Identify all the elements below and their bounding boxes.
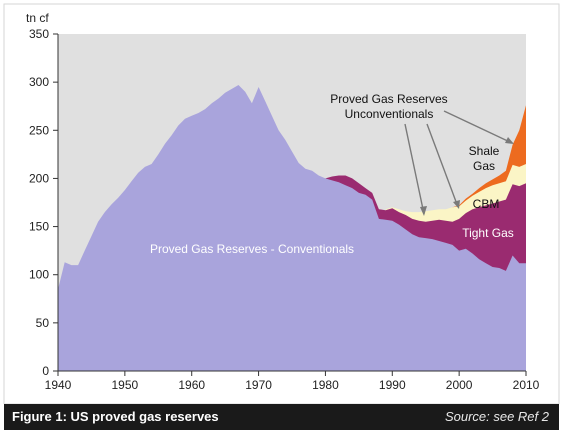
arrowhead-cbm	[453, 200, 460, 209]
y-tick-label: 250	[29, 123, 49, 137]
y-tick-label: 150	[29, 220, 49, 234]
x-tick-label: 2000	[446, 378, 473, 392]
arrowhead-tight-gas	[420, 206, 427, 216]
y-tick-label: 300	[29, 75, 49, 89]
arrow-to-shale-gas	[443, 110, 513, 144]
ticks-group: 0 50 100 150 200 250 300 350 1940 1950 1960 1970 198…	[29, 27, 540, 392]
x-tick-label: 1940	[45, 378, 72, 392]
x-tick-label: 2010	[513, 378, 540, 392]
arrow-to-cbm	[426, 123, 459, 208]
chart: 0 50 100 150 200 250 300 350 1940 1950 1960 1970 198…	[3, 3, 560, 404]
x-tick-label: 1980	[312, 378, 339, 392]
arrow-to-tight-gas	[404, 123, 425, 215]
area-series-group	[58, 85, 526, 372]
arrowhead-shale-gas	[505, 137, 514, 144]
x-tick-label: 1960	[178, 378, 205, 392]
y-axis-label: tn cf	[26, 11, 49, 25]
chart-border	[3, 3, 560, 404]
figure-caption-source: Source: see Ref 2	[444, 409, 549, 424]
x-tick-label: 1950	[112, 378, 139, 392]
x-tick-label: 1990	[379, 378, 406, 392]
y-tick-label: 350	[29, 27, 49, 41]
area-series-proved-gas-reserves-conventionals	[58, 85, 526, 371]
annotation-unconventionals-line1: Proved Gas Reserves	[330, 92, 447, 106]
y-tick-label: 100	[29, 268, 49, 282]
figure-caption-title: Figure 1: US proved gas reserves	[12, 409, 219, 424]
y-tick-label: 0	[42, 364, 49, 378]
annotation-tight-gas: Tight Gas	[462, 226, 514, 240]
annotation-unconventionals-line2: Unconventionals	[345, 107, 434, 121]
annotation-conventionals: Proved Gas Reserves - Conventionals	[150, 242, 354, 256]
y-tick-label: 200	[29, 171, 49, 185]
axes-group	[57, 34, 526, 372]
caption-bar: Figure 1: US proved gas reserves Source:…	[4, 404, 559, 430]
annotation-shale-line2: Gas	[473, 159, 495, 173]
annotation-shale-line1: Shale	[469, 144, 500, 158]
x-tick-label: 1970	[245, 378, 272, 392]
y-tick-label: 50	[36, 316, 50, 330]
annotation-arrows	[404, 110, 514, 216]
annotation-cbm: CBM	[473, 197, 500, 211]
